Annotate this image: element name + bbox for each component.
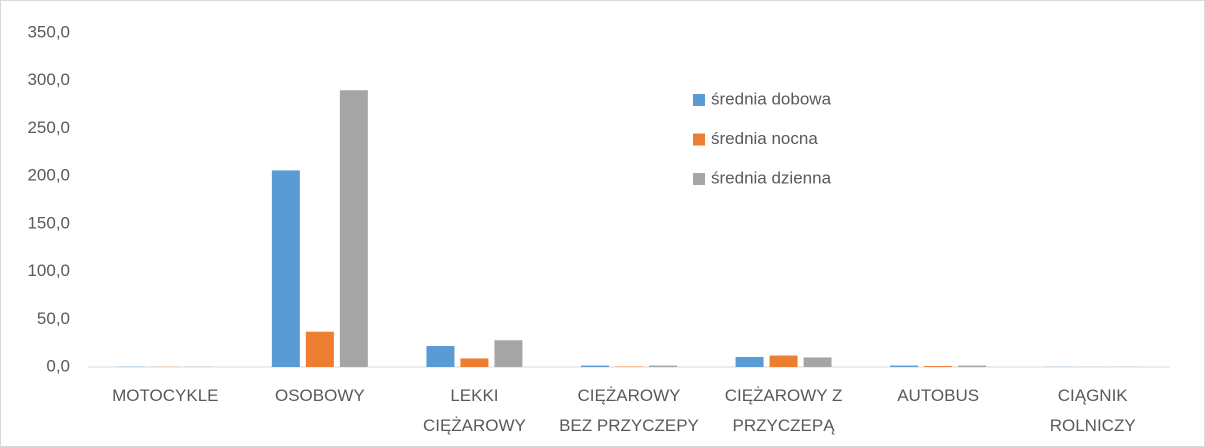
legend-label: średnia dobowa <box>711 89 832 108</box>
bar <box>581 365 609 367</box>
x-tick-label: OSOBOWY <box>274 386 365 405</box>
bar <box>769 355 798 367</box>
y-tick-label: 350,0 <box>27 22 70 41</box>
bar <box>426 346 455 367</box>
bar <box>339 90 368 367</box>
bar <box>803 357 832 367</box>
bar <box>460 358 489 367</box>
y-tick-label: 300,0 <box>27 70 70 89</box>
bar <box>735 356 764 367</box>
bar <box>271 170 300 367</box>
legend-swatch <box>693 133 705 146</box>
x-tick-label: CIĄGNIK ROLNICZY <box>1049 386 1136 435</box>
x-tick-label: AUTOBUS <box>897 386 980 405</box>
y-tick-label: 200,0 <box>27 166 70 185</box>
bar <box>958 365 987 367</box>
x-tick-label: MOTOCYKLE <box>112 386 219 405</box>
x-tick-label: LEKKI CIĘŻAROWY <box>422 386 526 435</box>
y-tick-label: 250,0 <box>27 118 70 137</box>
y-tick-label: 50,0 <box>37 309 70 328</box>
y-tick-label: 150,0 <box>27 213 70 232</box>
legend-swatch <box>693 94 705 106</box>
bar <box>649 365 677 367</box>
bar <box>890 365 919 367</box>
y-tick-label: 100,0 <box>27 261 70 280</box>
bar <box>305 331 334 367</box>
legend-swatch <box>693 173 705 185</box>
legend-label: średnia nocna <box>711 129 818 148</box>
x-tick-label: CIĘŻAROWY Z PRZYCZEPĄ <box>724 386 843 435</box>
bar <box>924 366 953 367</box>
bar <box>494 340 523 367</box>
y-tick-label: 0,0 <box>46 356 70 375</box>
legend-label: średnia dzienna <box>711 168 832 187</box>
x-tick-label: CIĘŻAROWY BEZ PRZYCZEPY <box>559 386 699 435</box>
